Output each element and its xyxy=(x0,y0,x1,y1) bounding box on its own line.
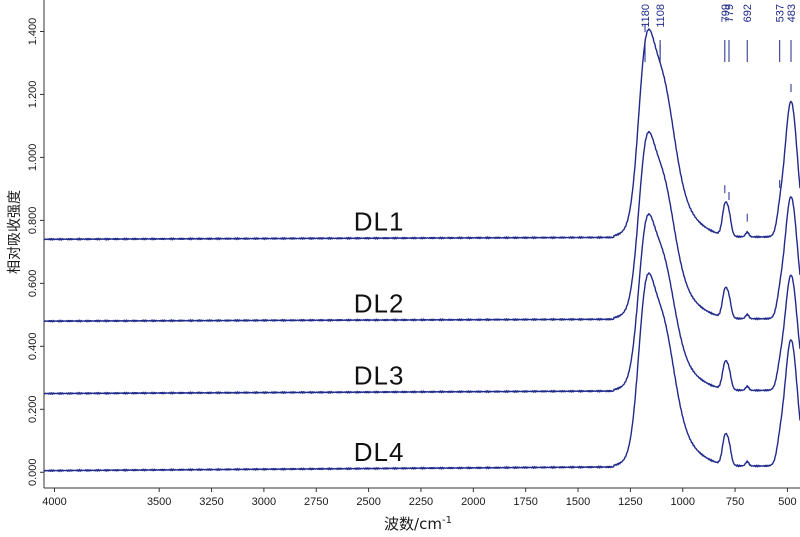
x-tick-label: 3250 xyxy=(199,496,223,508)
y-tick-label: 1.000 xyxy=(27,144,39,172)
x-tick-label: 2000 xyxy=(461,496,485,508)
peak-label: 1108 xyxy=(655,4,667,28)
series-labels: DL1 DL2 DL3 DL4 xyxy=(354,207,405,467)
y-tick-label: 0.800 xyxy=(27,207,39,235)
x-tick-label: 500 xyxy=(778,496,796,508)
series-label-dl2: DL2 xyxy=(354,288,405,318)
x-tick-label: 1250 xyxy=(618,496,642,508)
x-axis-label-main: 波数/cm xyxy=(384,515,442,533)
series-lines xyxy=(43,28,800,473)
x-tick-label: 3000 xyxy=(252,496,276,508)
x-tick-label: 1500 xyxy=(566,496,590,508)
series-line-dl2 xyxy=(43,130,800,323)
series-line-dl1 xyxy=(43,28,800,241)
peak-label: 779 xyxy=(724,4,736,22)
x-axis-label: 波数/cm-1 xyxy=(384,515,452,533)
series-label-dl1: DL1 xyxy=(354,207,405,237)
x-axis-ticks: 4000 3500 3250 3000 2750 2500 2250 2000 1750 1500… xyxy=(42,488,797,508)
y-tick-label: 0.000 xyxy=(27,458,39,486)
x-tick-label: 2250 xyxy=(409,496,433,508)
y-tick-label: 1.400 xyxy=(27,18,39,46)
series-line-dl4 xyxy=(43,272,800,473)
series-label-dl3: DL3 xyxy=(354,360,405,390)
plot-frame xyxy=(43,0,800,489)
y-axis-label: 相对吸收强度 xyxy=(7,190,23,274)
peak-label: 483 xyxy=(786,4,798,22)
x-tick-label: 1750 xyxy=(513,496,537,508)
y-axis-ticks: 0.000 0.200 0.400 0.600 0.800 1.000 1.200 1.400 xyxy=(27,18,44,486)
x-tick-label: 750 xyxy=(726,496,744,508)
y-tick-label: 1.200 xyxy=(27,81,39,109)
peak-label: 1180 xyxy=(640,4,652,28)
x-tick-label: 3500 xyxy=(147,496,171,508)
y-tick-label: 0.600 xyxy=(27,270,39,298)
series-label-dl4: DL4 xyxy=(354,437,405,467)
y-tick-label: 0.200 xyxy=(27,396,39,424)
peak-label: 692 xyxy=(742,4,754,22)
x-tick-label: 4000 xyxy=(42,496,66,508)
series-line-dl3 xyxy=(43,212,800,396)
y-tick-label: 0.400 xyxy=(27,333,39,361)
x-tick-label: 1000 xyxy=(670,496,694,508)
x-tick-label: 2750 xyxy=(304,496,328,508)
peak-label: 799 xyxy=(720,4,732,22)
x-axis-label-sup: -1 xyxy=(442,515,452,526)
x-tick-label: 2500 xyxy=(356,496,380,508)
peak-label: 537 xyxy=(775,4,787,22)
